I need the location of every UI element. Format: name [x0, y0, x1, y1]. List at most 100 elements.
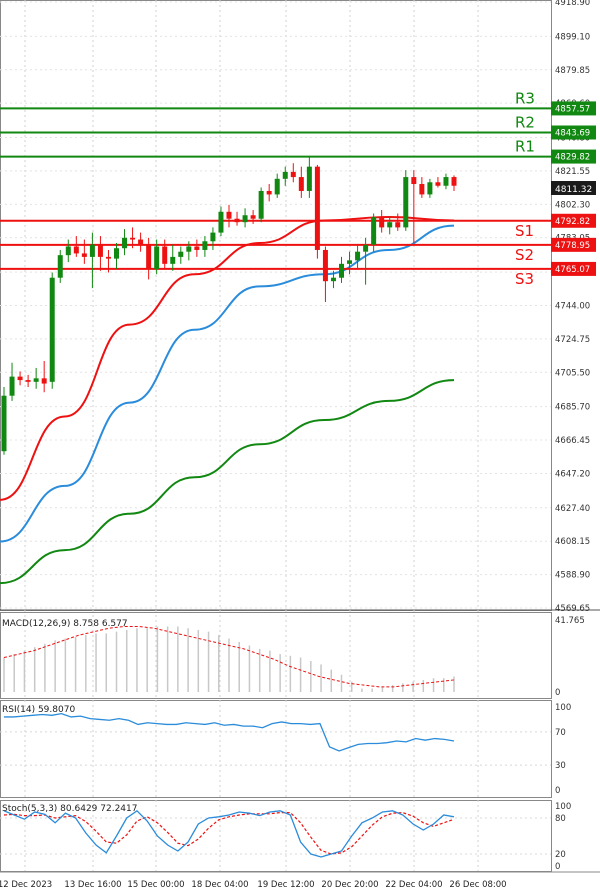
time-tick-label: 22 Dec 04:00 — [385, 880, 442, 890]
macd-title: MACD(12,26,9) 8.758 6.577 — [2, 619, 128, 629]
macd-panel: 41.765 0 — [3, 616, 585, 698]
moving-average-line — [0, 379, 455, 585]
stoch-tick-label: 100 — [555, 802, 571, 812]
level-price-tags: 4857.57 4843.69 4829.82 4792.82 4778.95 4765.… — [551, 101, 596, 276]
level-tag-bg — [551, 261, 596, 276]
level-tag-bg — [551, 125, 596, 140]
price-tick-label: 4569.65 — [555, 604, 590, 614]
panel-frames — [0, 0, 600, 872]
candle-body — [427, 182, 433, 195]
time-tick-label: 15 Dec 00:00 — [127, 880, 184, 890]
price-tick-label: 4821.55 — [555, 167, 590, 177]
candle-body — [178, 251, 184, 257]
candle-body — [379, 216, 385, 228]
level-tag-bg — [551, 149, 596, 164]
time-tick-label: 18 Dec 04:00 — [191, 880, 248, 890]
price-tick-label: 4588.90 — [555, 571, 590, 581]
candle-body — [266, 190, 272, 195]
candle-body — [330, 277, 336, 282]
candle-body — [33, 378, 39, 382]
candle-body — [443, 177, 449, 186]
panel-frame — [0, 612, 552, 699]
rsi-tick-label: 30 — [555, 761, 566, 771]
stoch-tick-label: 80 — [555, 814, 566, 824]
panel-frame — [0, 700, 552, 798]
stoch-tick-label: 0 — [555, 862, 560, 872]
candle-body — [41, 378, 47, 384]
candle-body — [258, 190, 264, 219]
candle-body — [274, 178, 280, 195]
moving-average-line — [0, 224, 455, 543]
candle-body — [435, 182, 441, 186]
candle-body — [387, 222, 393, 228]
candle-body — [371, 216, 377, 245]
price-tick-label: 4918.90 — [555, 0, 590, 8]
level-name-s2: S2 — [515, 246, 534, 264]
price-tick-label: 4802.30 — [555, 200, 590, 210]
candle-body — [218, 211, 224, 233]
candle-body — [411, 177, 417, 185]
candle-body — [403, 177, 409, 228]
candle-body — [105, 256, 111, 259]
candle-body — [242, 215, 248, 223]
level-name-s1: S1 — [515, 222, 534, 240]
level-tag-bg — [551, 237, 596, 252]
price-axis: 4918.904899.104879.854860.604840.804821.… — [555, 0, 590, 614]
moving-average-line — [0, 215, 455, 501]
level-tag-bg — [551, 101, 596, 116]
rsi-tick-label: 0 — [555, 786, 560, 796]
candle-body — [290, 171, 296, 178]
candle-body — [186, 246, 192, 252]
candle-body — [226, 211, 232, 219]
candle-body — [355, 251, 361, 261]
candle-body — [114, 248, 119, 259]
level-name-s3: S3 — [515, 270, 534, 288]
rsi-tick-label: 70 — [555, 728, 566, 738]
candle-body — [1, 395, 7, 452]
candle-body — [138, 239, 144, 245]
rsi-tick-label: 100 — [555, 703, 571, 713]
level-tag-label: 4829.82 — [555, 153, 590, 163]
price-tick-label: 4685.70 — [555, 403, 590, 413]
level-tag-label: 4843.69 — [555, 129, 590, 139]
macd-tick-label: 41.765 — [555, 616, 585, 626]
candle-body — [451, 177, 457, 186]
time-axis: 12 Dec 2023 13 Dec 16:00 15 Dec 00:00 18 De… — [0, 871, 600, 890]
candle-body — [97, 244, 103, 257]
macd-signal-line — [3, 625, 455, 688]
stoch-d-line — [3, 811, 455, 855]
candle-body — [298, 177, 304, 191]
level-tag-label: 4778.95 — [555, 241, 590, 251]
current-price-tag-bg — [551, 181, 596, 195]
time-tick-label: 12 Dec 2023 — [0, 880, 52, 890]
price-tick-label: 4744.00 — [555, 301, 590, 311]
rsi-panel: 100 70 30 0 — [0, 703, 571, 796]
candle-body — [314, 166, 320, 250]
candle-body — [306, 166, 312, 191]
stoch-title: Stoch(5,3,3) 80.6429 72.2417 — [2, 804, 137, 814]
stoch-k-line — [3, 809, 455, 858]
candle-body — [234, 218, 240, 223]
candle-body — [81, 253, 87, 257]
level-tag-label: 4792.82 — [555, 217, 590, 227]
level-tag-bg — [551, 213, 596, 228]
candle-body — [250, 215, 256, 219]
candle-body — [170, 256, 176, 264]
price-tick-label: 4724.75 — [555, 335, 590, 345]
time-tick-label: 26 Dec 08:00 — [449, 880, 506, 890]
price-tick-label: 4705.50 — [555, 368, 590, 378]
price-tick-label: 4608.15 — [555, 537, 590, 547]
level-name-r2: R2 — [515, 114, 535, 132]
candle-body — [122, 237, 128, 249]
candle-body — [154, 246, 160, 270]
candle-body — [89, 244, 95, 257]
rsi-line — [4, 712, 455, 752]
candle-body — [162, 246, 168, 264]
candle-body — [130, 237, 136, 240]
time-tick-label: 20 Dec 20:00 — [321, 880, 378, 890]
candle-body — [49, 277, 55, 382]
candle-body — [25, 380, 31, 382]
candle-body — [57, 255, 63, 278]
stoch-panel: 100 80 20 0 — [0, 802, 571, 872]
